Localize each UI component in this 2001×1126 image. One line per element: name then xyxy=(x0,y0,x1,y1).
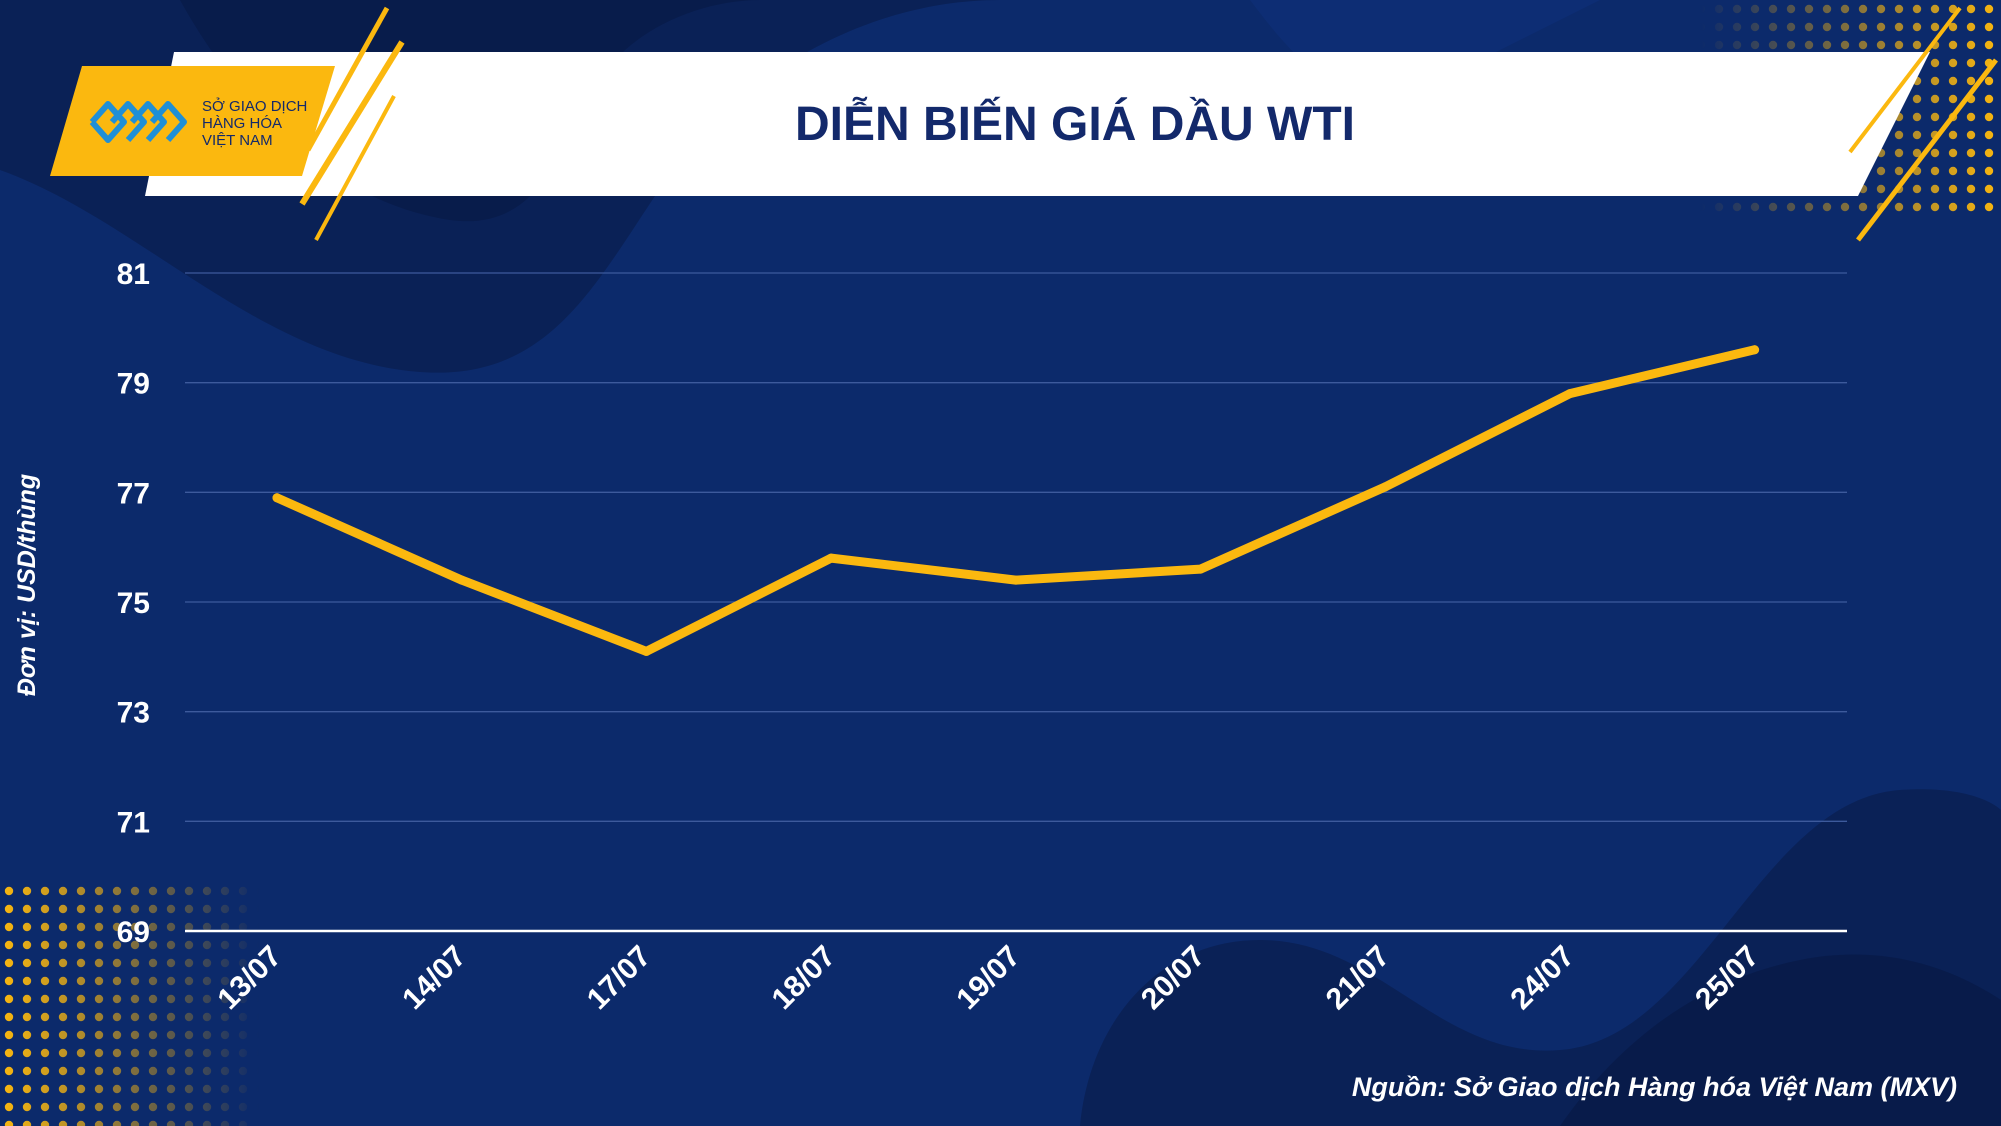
data-point xyxy=(641,646,651,656)
accent-stripe xyxy=(305,6,390,152)
y-tick-label: 81 xyxy=(117,258,150,291)
y-tick-label: 71 xyxy=(117,806,150,839)
y-tick-labels: 69 71 73 75 77 79 81 xyxy=(117,258,150,949)
accent-stripe xyxy=(1856,58,1998,242)
logo-icon xyxy=(89,101,187,143)
chart-title: DIỄN BIẾN GIÁ DẦU WTI xyxy=(795,97,1355,151)
accent-stripe xyxy=(314,95,396,241)
y-tick-label: 79 xyxy=(117,368,150,401)
data-point xyxy=(1565,389,1575,399)
data-point xyxy=(1380,482,1390,492)
data-point xyxy=(1750,345,1760,355)
banner-background xyxy=(145,52,1930,196)
y-tick-label: 75 xyxy=(117,587,150,620)
data-point xyxy=(1011,575,1021,585)
accent-stripe xyxy=(1848,6,1962,154)
data-point xyxy=(457,575,467,585)
logo-text-line1: SỞ GIAO DỊCH xyxy=(202,97,307,115)
title-banner: SỞ GIAO DỊCH HÀNG HÓA VIỆT NAM DIỄN BIẾN… xyxy=(50,6,1998,242)
logo-text-line3: VIỆT NAM xyxy=(202,132,273,149)
logo-plate xyxy=(50,66,335,176)
data-point xyxy=(272,493,282,503)
y-axis-label: Đơn vị: USD/thùng xyxy=(13,474,41,696)
series-wti-price xyxy=(272,345,1760,656)
gridlines xyxy=(185,272,1847,933)
data-point xyxy=(1196,564,1205,574)
source-note: Nguồn: Sở Giao dịch Hàng hóa Việt Nam (M… xyxy=(1352,1072,1957,1102)
dot-pattern-bottom-left xyxy=(0,880,260,1126)
accent-stripe xyxy=(299,40,405,206)
y-tick-label: 69 xyxy=(117,916,150,949)
y-tick-label: 77 xyxy=(117,477,150,510)
logo-text-line2: HÀNG HÓA xyxy=(202,115,282,132)
y-tick-label: 73 xyxy=(117,697,150,730)
data-point xyxy=(826,553,836,563)
